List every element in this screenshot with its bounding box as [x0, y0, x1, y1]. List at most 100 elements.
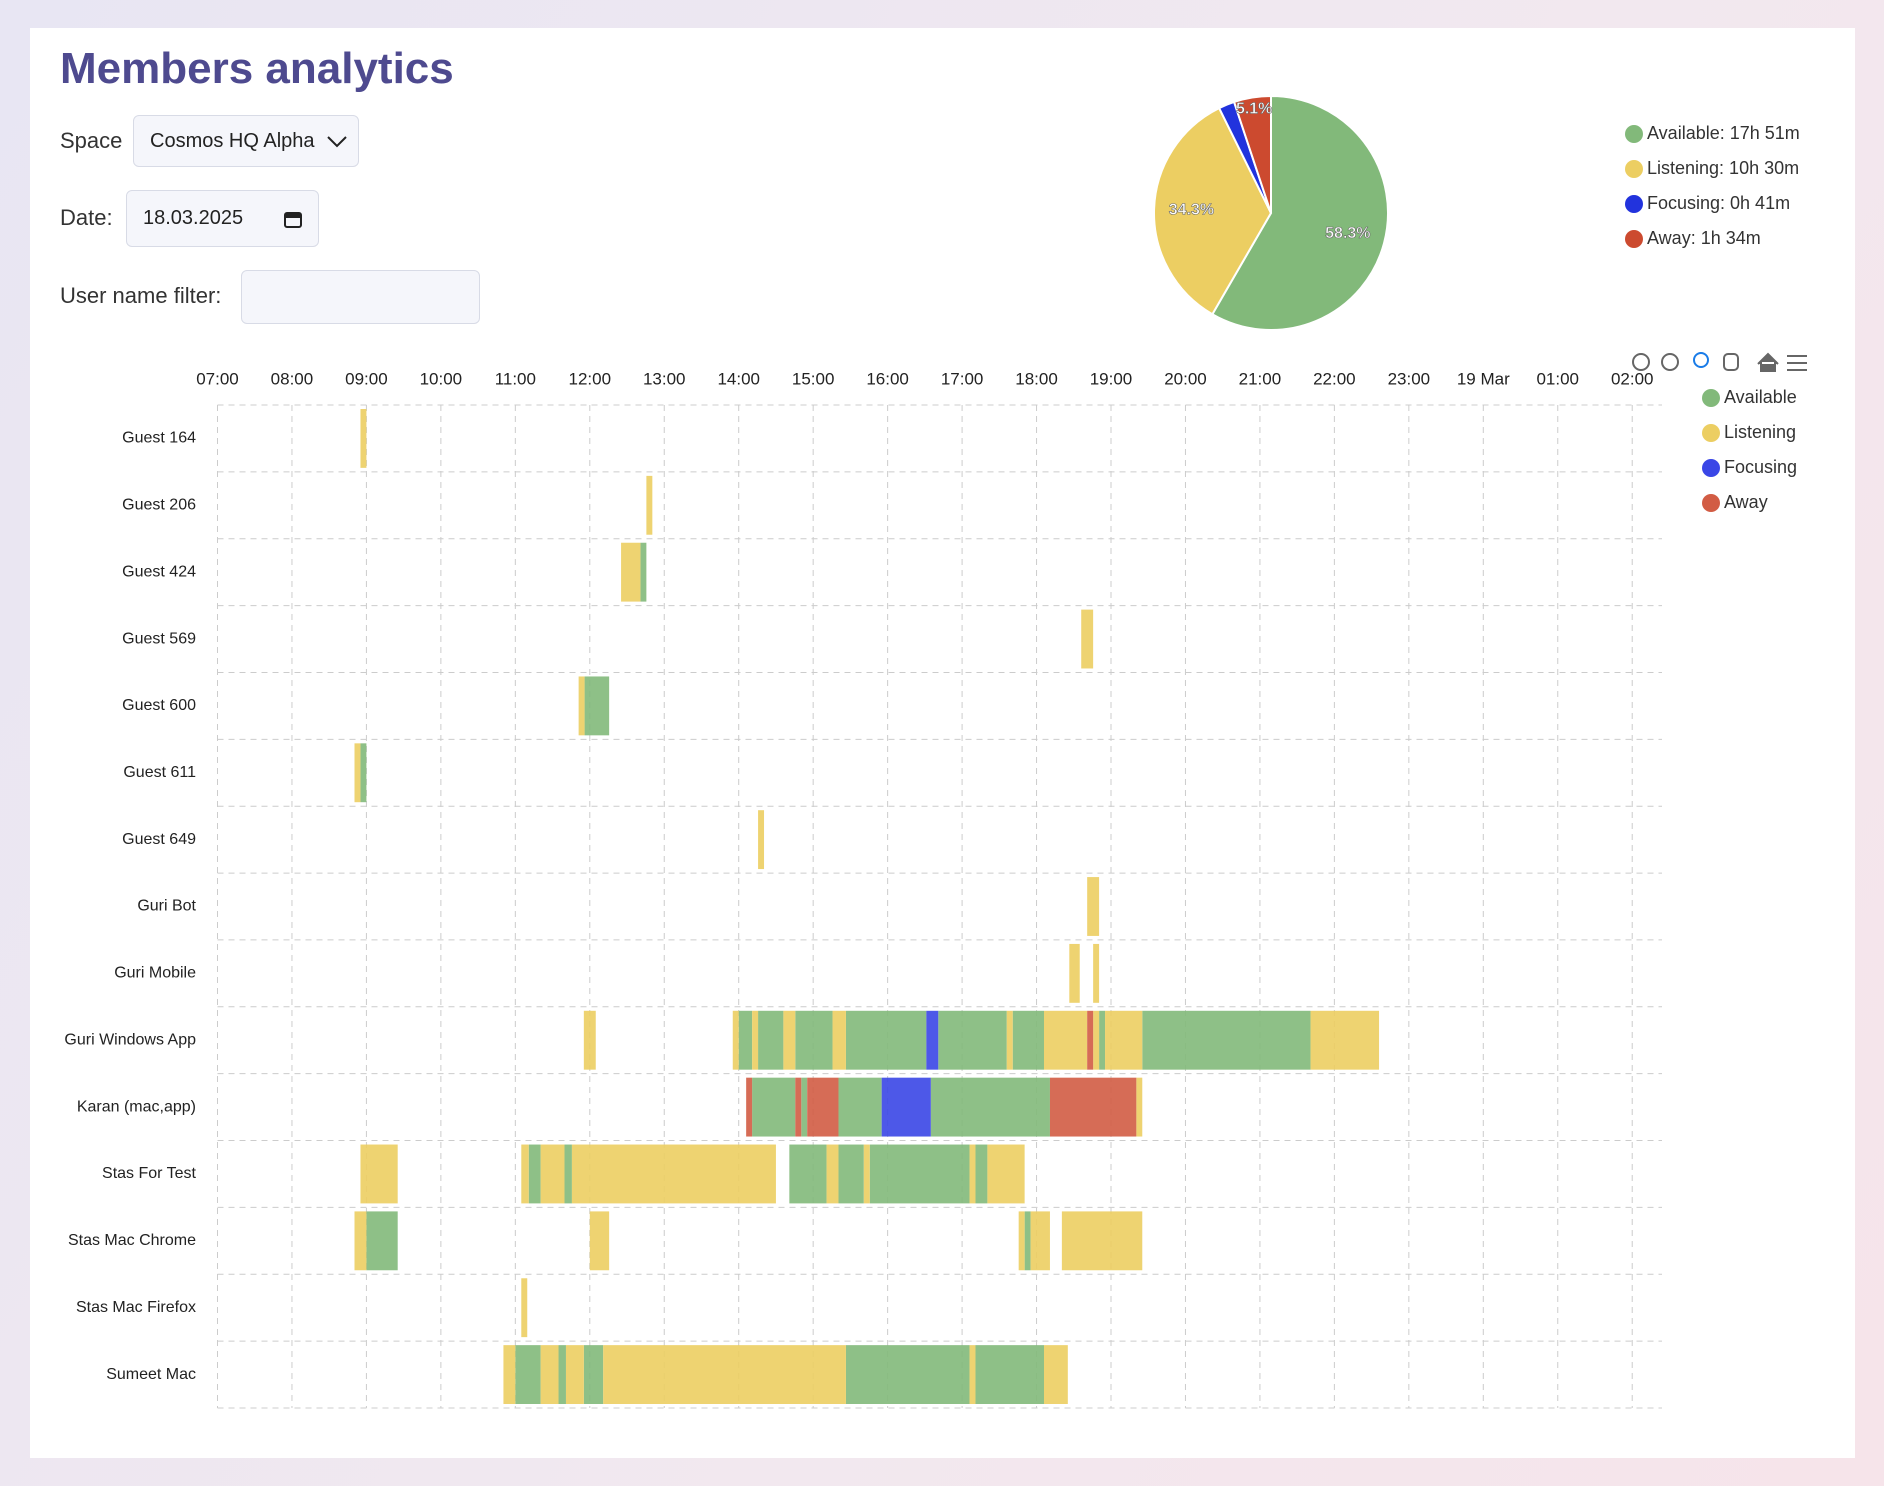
state-bar	[646, 475, 653, 535]
x-tick-label: 09:00	[345, 369, 388, 388]
state-bar	[571, 1144, 776, 1204]
state-bar	[589, 1211, 610, 1271]
state-bar	[758, 1010, 784, 1070]
pie-label: 5.1%	[1236, 100, 1272, 117]
date-input[interactable]: 18.03.2025	[126, 190, 319, 247]
legend-swatch	[1625, 160, 1643, 178]
toolbar	[1632, 352, 1807, 372]
state-bar	[1087, 877, 1100, 936]
y-tick-label: Guest 424	[122, 563, 196, 580]
state-bar	[583, 1010, 596, 1070]
state-bar	[503, 1345, 516, 1404]
state-bar	[746, 1077, 753, 1137]
state-bar	[360, 409, 367, 468]
state-bar	[515, 1345, 541, 1404]
state-bar	[1093, 1010, 1100, 1070]
state-bar	[789, 1144, 827, 1204]
y-tick-label: Guest 206	[122, 497, 196, 514]
state-bar	[783, 1010, 796, 1070]
state-bar	[758, 810, 765, 870]
state-bar	[1043, 1345, 1068, 1404]
state-bar	[1061, 1211, 1143, 1271]
y-tick-label: Sumeet Mac	[106, 1366, 196, 1383]
state-bar	[1105, 1010, 1143, 1070]
calendar-icon	[284, 212, 302, 228]
x-tick-label: 23:00	[1388, 369, 1431, 388]
x-tick-label: 22:00	[1313, 369, 1356, 388]
state-bar	[354, 743, 361, 803]
state-bar	[795, 1010, 833, 1070]
y-tick-label: Guri Windows App	[64, 1031, 196, 1048]
dropdown-arrow	[327, 136, 347, 148]
state-bar	[987, 1144, 1025, 1204]
pan-icon[interactable]	[1723, 353, 1739, 371]
panel	[30, 28, 1855, 1458]
date-value: 18.03.2025	[143, 207, 244, 229]
home-icon[interactable]	[1757, 352, 1779, 372]
state-bar	[845, 1345, 970, 1404]
zoom-out-icon[interactable]	[1661, 353, 1679, 371]
state-bar	[1006, 1010, 1013, 1070]
state-bar	[1136, 1077, 1143, 1137]
state-bar	[1310, 1010, 1380, 1070]
x-tick-label: 19:00	[1090, 369, 1133, 388]
legend-swatch	[1702, 494, 1720, 512]
state-bar	[603, 1345, 846, 1404]
page-title: Members analytics	[60, 44, 454, 93]
zoom-in-icon[interactable]	[1632, 353, 1650, 371]
state-bar	[528, 1144, 541, 1204]
legend-label: Listening: 10h 30m	[1647, 158, 1799, 178]
state-bar	[565, 1345, 584, 1404]
state-bar	[540, 1345, 559, 1404]
state-bar	[1030, 1211, 1050, 1271]
x-tick-label: 07:00	[196, 369, 239, 388]
menu-icon[interactable]	[1787, 355, 1807, 371]
state-bar	[1142, 1010, 1311, 1070]
y-tick-label: Guest 164	[122, 430, 196, 447]
state-bar	[752, 1010, 759, 1070]
state-bar	[975, 1345, 1044, 1404]
legend-swatch	[1625, 230, 1643, 248]
legend-label: Available	[1724, 387, 1797, 407]
x-tick-label: 16:00	[866, 369, 909, 388]
state-bar	[832, 1010, 846, 1070]
space-select[interactable]: Cosmos HQ Alpha	[133, 115, 359, 167]
state-bar	[521, 1144, 529, 1204]
state-bar	[1069, 943, 1080, 1003]
x-tick-label: 14:00	[717, 369, 760, 388]
state-bar	[621, 542, 641, 602]
pie-slice	[1153, 106, 1273, 316]
x-tick-label: 10:00	[420, 369, 463, 388]
state-bar	[838, 1144, 864, 1204]
state-bar	[640, 542, 647, 602]
legend-label: Available: 17h 51m	[1647, 123, 1800, 143]
y-tick-label: Stas Mac Chrome	[68, 1232, 196, 1249]
state-bar	[1087, 1010, 1094, 1070]
state-bar	[1093, 943, 1100, 1003]
state-bar	[360, 1144, 398, 1204]
y-tick-label: Guri Mobile	[114, 965, 196, 982]
zoom-icon[interactable]	[1693, 352, 1709, 368]
pie-slice	[1210, 94, 1389, 331]
x-tick-label: 02:00	[1611, 369, 1654, 388]
x-tick-label: 08:00	[271, 369, 314, 388]
state-bar	[930, 1077, 1050, 1137]
user-filter-input[interactable]	[241, 270, 480, 324]
space-label: Space	[60, 128, 123, 153]
state-bar	[360, 743, 367, 803]
state-bar	[926, 1010, 939, 1070]
state-bar	[521, 1278, 528, 1338]
state-bar	[1012, 1010, 1044, 1070]
state-bar	[584, 676, 610, 736]
state-bar	[354, 1211, 367, 1271]
y-tick-label: Stas For Test	[102, 1165, 197, 1182]
legend-swatch	[1625, 125, 1643, 143]
y-tick-label: Guest 600	[122, 697, 196, 714]
space-value: Cosmos HQ Alpha	[150, 129, 315, 152]
state-bar	[845, 1010, 927, 1070]
state-bar	[863, 1144, 870, 1204]
x-tick-label: 12:00	[569, 369, 612, 388]
state-bar	[578, 676, 585, 736]
legend-label: Focusing: 0h 41m	[1647, 193, 1790, 213]
state-bar	[540, 1144, 565, 1204]
